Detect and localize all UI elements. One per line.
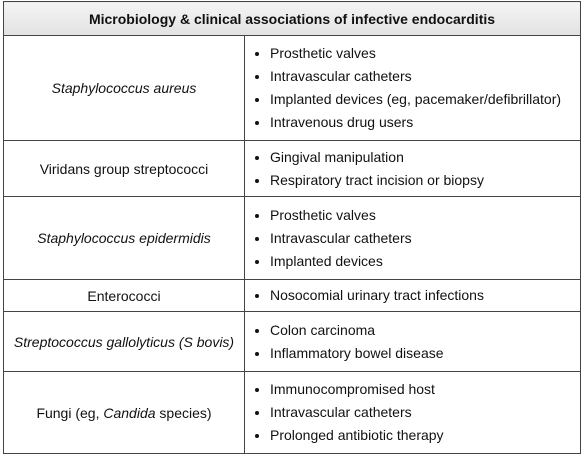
associations-cell: Prosthetic valvesIntravascular catheters… [244,196,581,280]
organism-text: Fungi (eg, [36,404,104,421]
organism-text: Staphylococcus aureus [51,80,197,96]
organism-text: Candida [103,404,156,421]
organism-text: Streptococcus gallolyticus (S bovis) [13,333,235,350]
organism-text: species) [155,404,212,421]
organism-cell: Staphylococcus aureus [3,35,245,141]
association-list: Prosthetic valvesIntravascular catheters… [245,38,580,138]
endocarditis-table: Microbiology & clinical associations of … [3,1,581,454]
associations-cell: Prosthetic valvesIntravascular catheters… [244,35,581,141]
association-list: Nosocomial urinary tract infections [245,280,580,311]
organism-text: Enterococci [87,287,161,304]
association-list: Prosthetic valvesIntravascular catheters… [245,200,580,277]
associations-cell: Immunocompromised hostIntravascular cath… [244,371,581,454]
organism-cell: Enterococci [3,279,245,312]
association-item: Inflammatory bowel disease [270,342,580,365]
organism-cell: Viridans group streptococci [3,140,245,197]
association-item: Intravenous drug users [270,111,580,134]
association-item: Prosthetic valves [270,42,580,65]
table-row: Staphylococcus epidermidis Prosthetic val… [3,196,581,280]
association-item: Immunocompromised host [270,378,580,401]
table-row: Enterococci Nosocomial urinary tract infe… [3,279,581,312]
organism-cell: Fungi (eg, Candida species) [3,371,245,454]
organism-cell: Streptococcus gallolyticus (S bovis) [3,311,245,372]
association-item: Prolonged antibiotic therapy [270,424,580,447]
association-item: Gingival manipulation [270,146,580,169]
association-item: Respiratory tract incision or biopsy [270,169,580,192]
organism-text: Viridans group streptococci [39,160,209,177]
associations-cell: Nosocomial urinary tract infections [244,279,581,312]
association-item: Intravascular catheters [270,227,580,250]
association-item: Colon carcinoma [270,319,580,342]
association-item: Implanted devices [270,250,580,273]
association-item: Intravascular catheters [270,401,580,424]
table-row: Streptococcus gallolyticus (S bovis) Colo… [3,311,581,372]
organism-cell: Staphylococcus epidermidis [3,196,245,280]
table-body: Staphylococcus aureusProsthetic valvesIn… [3,35,581,454]
table-row: Viridans group streptococci Gingival mani… [3,140,581,197]
association-item: Intravascular catheters [270,65,580,88]
association-list: Colon carcinomaInflammatory bowel diseas… [245,315,580,369]
association-item: Prosthetic valves [270,204,580,227]
table-title: Microbiology & clinical associations of … [3,1,581,36]
association-item: Nosocomial urinary tract infections [270,284,580,307]
association-list: Immunocompromised hostIntravascular cath… [245,374,580,451]
association-item: Implanted devices (eg, pacemaker/defibri… [270,88,580,111]
associations-cell: Gingival manipulationRespiratory tract i… [244,140,581,197]
organism-text: Staphylococcus epidermidis [37,230,211,246]
header-row: Microbiology & clinical associations of … [3,1,581,36]
associations-cell: Colon carcinomaInflammatory bowel diseas… [244,311,581,372]
table-row: Staphylococcus aureusProsthetic valvesIn… [3,35,581,141]
association-list: Gingival manipulationRespiratory tract i… [245,142,580,196]
table-row: Fungi (eg, Candida species)Immunocomprom… [3,371,581,454]
